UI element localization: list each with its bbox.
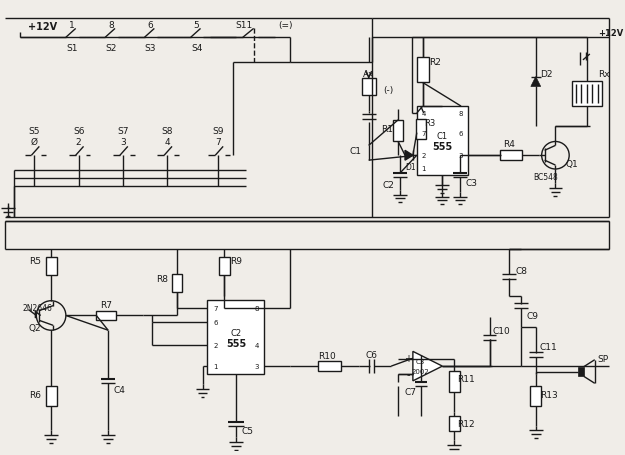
Text: R2: R2	[429, 58, 441, 67]
Text: 2: 2	[76, 138, 81, 147]
Bar	[417, 107, 468, 176]
Text: 555: 555	[432, 142, 452, 152]
Text: R13: R13	[539, 390, 558, 399]
Text: Q1: Q1	[566, 159, 579, 168]
Text: D1: D1	[406, 162, 416, 171]
Text: C4: C4	[114, 385, 126, 394]
Text: 8: 8	[459, 111, 463, 117]
Text: 7: 7	[216, 138, 221, 147]
Text: S4: S4	[191, 44, 202, 52]
Text: S2: S2	[106, 44, 117, 52]
Text: S8: S8	[161, 127, 173, 136]
Text: 555: 555	[226, 338, 246, 348]
Text: C2: C2	[382, 181, 394, 190]
Text: 6: 6	[148, 21, 153, 30]
Text: C8: C8	[515, 266, 527, 275]
Text: +12V: +12V	[28, 22, 57, 32]
Text: R11: R11	[457, 374, 475, 383]
Text: Rx: Rx	[598, 70, 609, 79]
Text: (-): (-)	[383, 86, 393, 95]
Bar	[416, 120, 426, 139]
Text: 6: 6	[459, 130, 463, 136]
Text: C9: C9	[527, 311, 539, 320]
Bar	[417, 58, 429, 83]
Text: C7: C7	[405, 387, 417, 396]
Text: +12V: +12V	[598, 29, 623, 38]
Text: 1: 1	[69, 21, 74, 30]
Text: R3: R3	[424, 119, 435, 128]
Text: C2: C2	[231, 328, 241, 337]
Text: 3: 3	[459, 153, 463, 159]
Bar	[46, 258, 56, 276]
Polygon shape	[405, 151, 413, 161]
Text: C10: C10	[492, 326, 510, 335]
Text: 2002: 2002	[412, 368, 429, 374]
Bar	[96, 311, 116, 321]
Bar	[362, 78, 376, 96]
Text: 2: 2	[213, 342, 218, 348]
Text: 2N2646: 2N2646	[22, 303, 52, 313]
Bar	[393, 121, 403, 142]
Text: D2: D2	[541, 70, 553, 79]
Text: 8: 8	[254, 305, 259, 311]
Polygon shape	[531, 77, 541, 87]
Text: 3: 3	[254, 363, 259, 369]
Polygon shape	[413, 352, 442, 381]
Text: +: +	[404, 354, 412, 364]
Text: 6: 6	[213, 320, 218, 326]
Text: -: -	[406, 369, 410, 379]
Text: S11: S11	[235, 21, 252, 30]
Text: 7: 7	[421, 130, 426, 136]
Text: R1: R1	[381, 125, 393, 134]
Text: S3: S3	[144, 44, 156, 52]
Text: R10: R10	[319, 351, 336, 360]
Text: Ax: Ax	[363, 70, 374, 79]
Bar	[208, 301, 264, 374]
Text: 4: 4	[254, 342, 259, 348]
Text: S7: S7	[117, 127, 129, 136]
Bar	[501, 151, 522, 161]
Text: C1: C1	[437, 132, 448, 141]
Bar	[572, 82, 602, 106]
Text: 1: 1	[421, 166, 426, 172]
Bar	[318, 361, 341, 371]
Bar	[531, 386, 541, 406]
Text: S6: S6	[73, 127, 84, 136]
Text: (=): (=)	[278, 21, 292, 30]
Text: BC548: BC548	[533, 173, 558, 182]
Text: 3: 3	[120, 138, 126, 147]
Text: C11: C11	[539, 343, 558, 352]
Text: C3: C3	[466, 179, 478, 188]
Bar	[219, 258, 229, 276]
Text: 1: 1	[213, 363, 218, 369]
Text: S9: S9	[213, 127, 224, 136]
Text: S1: S1	[66, 44, 78, 52]
Text: C5: C5	[242, 426, 254, 435]
Text: R7: R7	[100, 300, 112, 309]
Text: R8: R8	[156, 274, 168, 283]
Polygon shape	[578, 367, 584, 377]
Text: 4: 4	[164, 138, 170, 147]
Text: C6: C6	[366, 350, 378, 359]
Text: C1: C1	[350, 147, 362, 156]
Text: 8: 8	[108, 21, 114, 30]
Text: 7: 7	[213, 305, 218, 311]
Text: S5: S5	[29, 127, 40, 136]
Text: R5: R5	[29, 256, 41, 265]
Text: Q2: Q2	[28, 323, 41, 332]
Text: R6: R6	[29, 390, 41, 399]
Text: R4: R4	[503, 140, 515, 149]
Text: R9: R9	[230, 256, 242, 265]
Bar	[449, 371, 459, 392]
Bar	[171, 274, 182, 292]
Text: R12: R12	[457, 419, 475, 428]
Text: 5: 5	[194, 21, 199, 30]
Bar	[449, 416, 459, 431]
Text: SP: SP	[597, 354, 608, 364]
Text: 2: 2	[421, 153, 426, 159]
Text: Ø: Ø	[31, 138, 38, 147]
Text: C3: C3	[416, 359, 426, 364]
Text: 4: 4	[421, 111, 426, 117]
Bar	[46, 386, 56, 406]
